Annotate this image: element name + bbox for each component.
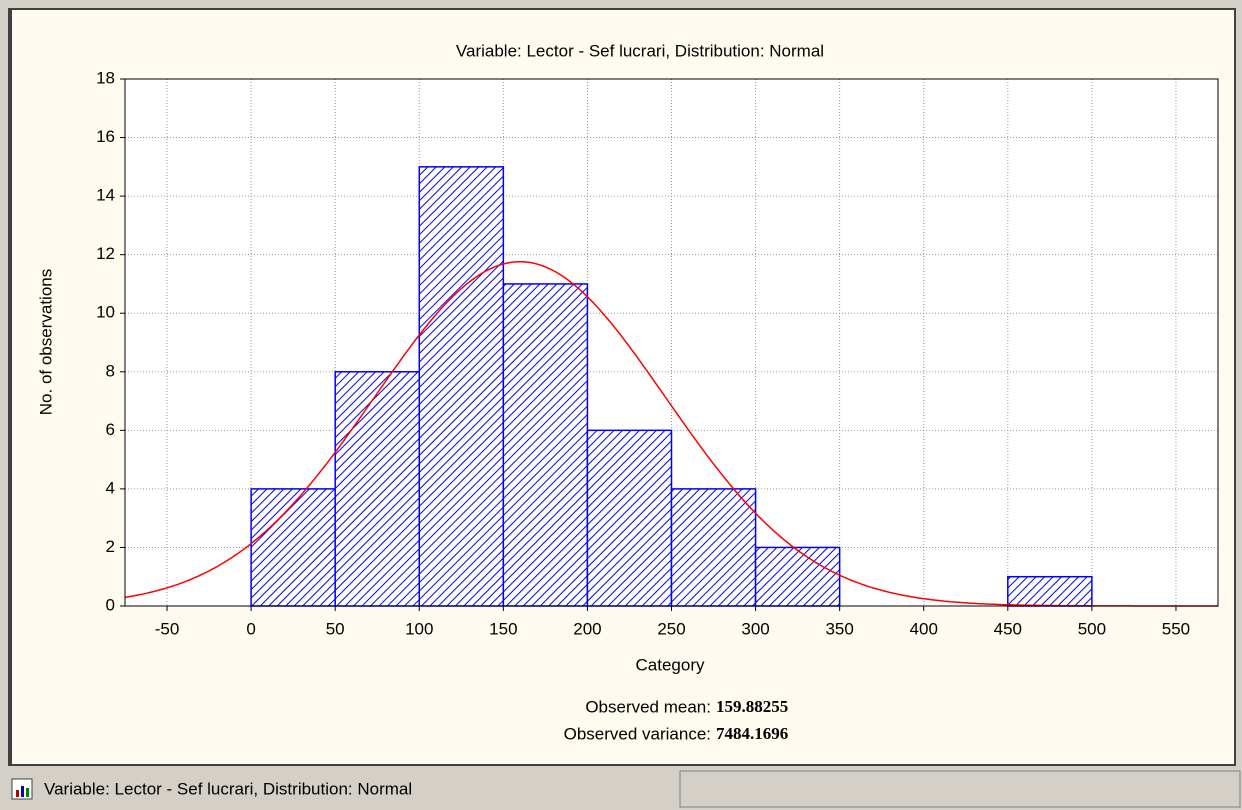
y-tick-label: 10 bbox=[96, 303, 115, 322]
bar bbox=[250, 488, 336, 607]
chart-title: Variable: Lector - Sef lucrari, Distribu… bbox=[456, 41, 824, 60]
x-tick-label: 0 bbox=[246, 619, 255, 638]
variance-label: Observed variance: bbox=[564, 724, 711, 743]
mean-value: 159.88255 bbox=[716, 697, 788, 716]
y-axis-title: No. of observations bbox=[36, 269, 55, 415]
bar bbox=[670, 488, 757, 607]
y-tick-label: 16 bbox=[96, 127, 115, 146]
y-tick-label: 8 bbox=[106, 361, 115, 380]
x-axis-title: Category bbox=[636, 655, 705, 674]
bar bbox=[1007, 575, 1093, 607]
x-tick-label: 350 bbox=[825, 619, 853, 638]
x-tick-label: 150 bbox=[489, 619, 517, 638]
status-icon-bar bbox=[16, 790, 19, 797]
x-tick-label: 200 bbox=[573, 619, 601, 638]
bar bbox=[418, 166, 505, 607]
x-tick-label: 100 bbox=[405, 619, 433, 638]
x-tick-label: 400 bbox=[910, 619, 938, 638]
x-tick-label: -50 bbox=[155, 619, 180, 638]
x-tick-label: 50 bbox=[326, 619, 345, 638]
status-icon-bar bbox=[21, 786, 24, 797]
y-tick-label: 18 bbox=[96, 68, 115, 87]
x-tick-label: 450 bbox=[994, 619, 1022, 638]
y-tick-label: 0 bbox=[106, 595, 115, 614]
y-tick-label: 2 bbox=[106, 537, 115, 556]
bar bbox=[754, 546, 841, 607]
status-icon-bar bbox=[26, 788, 29, 797]
bar bbox=[586, 429, 673, 607]
status-text: Variable: Lector - Sef lucrari, Distribu… bbox=[44, 779, 412, 798]
x-tick-label: 550 bbox=[1162, 619, 1190, 638]
status-pane bbox=[679, 770, 1241, 808]
bar bbox=[502, 283, 589, 607]
y-tick-label: 14 bbox=[96, 186, 115, 205]
variance-value: 7484.1696 bbox=[716, 724, 788, 743]
y-tick-label: 4 bbox=[106, 478, 115, 497]
x-tick-label: 500 bbox=[1078, 619, 1106, 638]
y-tick-label: 12 bbox=[96, 244, 115, 263]
x-tick-label: 250 bbox=[657, 619, 685, 638]
mean-label: Observed mean: bbox=[585, 697, 711, 716]
plot-border bbox=[124, 78, 1219, 607]
x-tick-label: 300 bbox=[741, 619, 769, 638]
normal-curve bbox=[124, 260, 1218, 607]
y-tick-label: 6 bbox=[106, 420, 115, 439]
bar bbox=[334, 371, 421, 607]
status-bar bbox=[0, 768, 1242, 810]
